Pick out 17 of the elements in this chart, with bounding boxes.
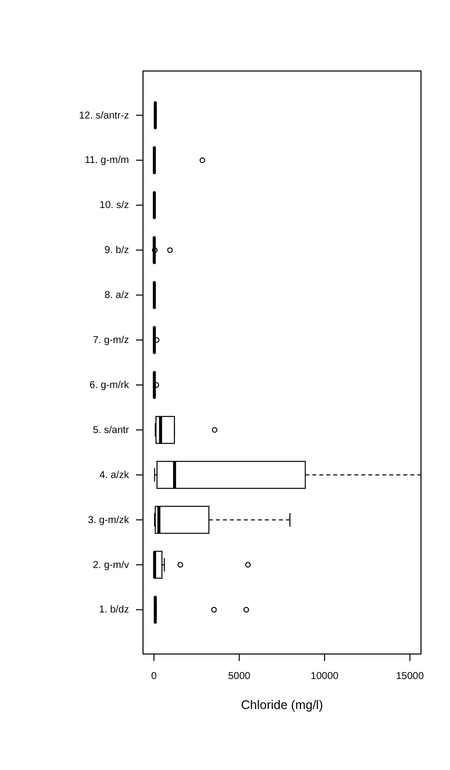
x-tick-label: 0	[151, 670, 158, 682]
y-tick-label: 7. g-m/z	[92, 334, 129, 346]
y-tick-label: 3. g-m/zk	[88, 514, 130, 526]
y-tick-label: 5. s/antr	[92, 424, 130, 436]
y-tick-label: 4. a/zk	[100, 469, 130, 480]
y-tick-label: 12. s/antr-z	[78, 110, 129, 121]
y-tick-label: 2. g-m/v	[92, 559, 129, 570]
x-tick-label: 15000	[396, 670, 424, 682]
x-tick-label: 10000	[310, 670, 339, 682]
x-tick-label: 5000	[228, 670, 251, 682]
y-tick-label: 10. s/z	[100, 200, 129, 211]
x-axis-title: Chloride (mg/l)	[241, 698, 323, 712]
y-tick-label: 9. b/z	[104, 244, 129, 256]
y-tick-label: 11. g-m/m	[84, 154, 129, 166]
y-tick-label: 8. a/z	[104, 290, 129, 301]
y-tick-label: 1. b/dz	[98, 604, 129, 616]
y-tick-label: 6. g-m/rk	[90, 379, 130, 390]
